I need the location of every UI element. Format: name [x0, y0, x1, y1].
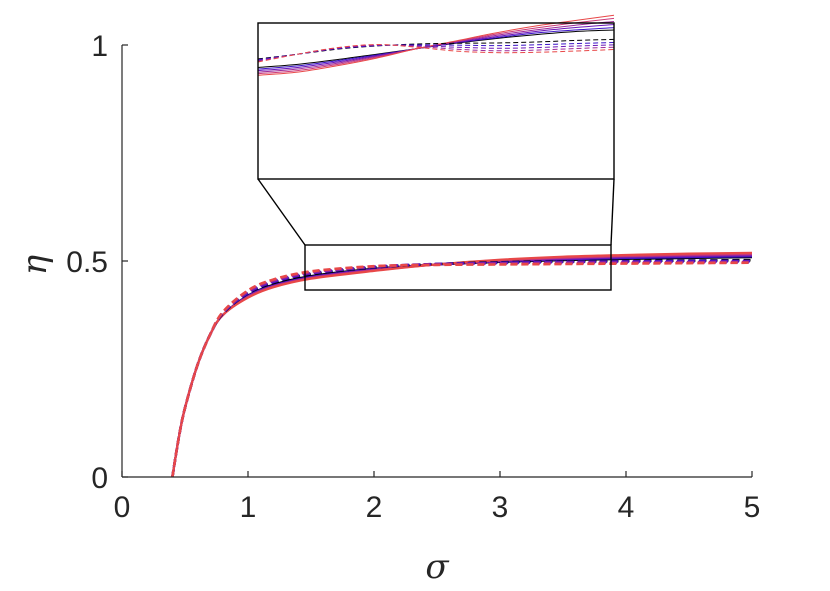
x-tick-label: 5: [744, 491, 761, 524]
series-line-9: [171, 260, 753, 478]
series-line-6: [171, 251, 753, 478]
x-tick-label: 2: [366, 491, 383, 524]
y-tick-label: 1: [91, 30, 108, 63]
zoom-connector-left: [257, 178, 306, 246]
series-line-5: [171, 252, 753, 478]
zoom-connector-right: [610, 178, 615, 246]
y-tick-label: 0.5: [66, 246, 108, 279]
y-axis-label: η: [15, 254, 55, 275]
series-line-4: [171, 253, 753, 478]
x-tick-label: 4: [618, 491, 635, 524]
x-axis-label: σ: [425, 547, 449, 587]
inset-curves: [257, 14, 615, 76]
inset-frame: [257, 22, 615, 180]
y-tick-label: 0: [91, 462, 108, 495]
series-line-10: [171, 260, 753, 478]
x-tick-label: 1: [240, 491, 257, 524]
x-tick-label: 0: [114, 491, 131, 524]
x-ticks: 0 1 2 3 4 5: [114, 471, 761, 524]
zoom-region-box: [304, 244, 612, 291]
y-ticks: 00.51: [66, 30, 128, 495]
series-line-11: [171, 261, 753, 478]
main-plot-curves: [171, 251, 753, 478]
x-tick-label: 3: [492, 491, 509, 524]
inset-series-line-11: [257, 44, 615, 63]
